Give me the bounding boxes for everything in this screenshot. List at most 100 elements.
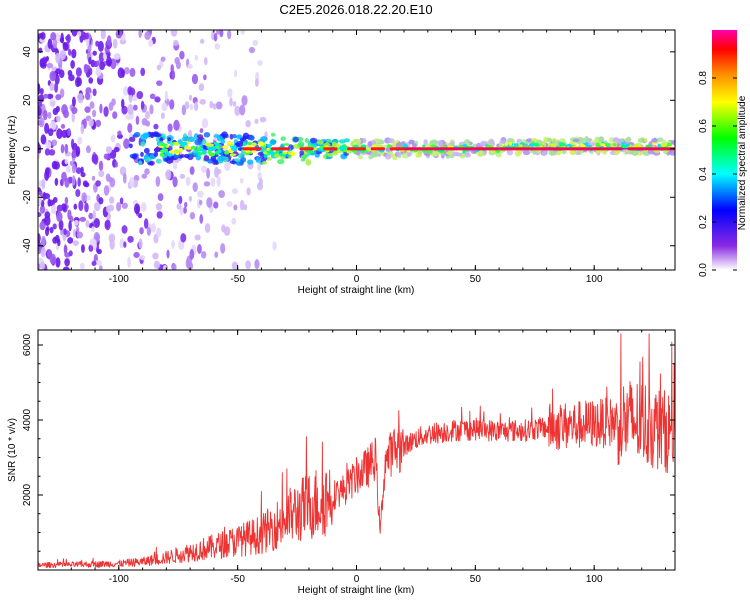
spectrum-blob	[257, 162, 262, 172]
spectrum-blob	[277, 159, 285, 165]
spectrum-blob	[55, 105, 60, 113]
spectrum-blob	[184, 101, 190, 110]
spectrum-blob	[215, 30, 220, 35]
spectrum-blob	[43, 192, 51, 200]
spectrum-blob	[210, 155, 217, 162]
spectrum-blob	[140, 67, 146, 77]
spectrum-blob	[243, 204, 248, 211]
spectrum-blob	[127, 235, 134, 243]
colorbar-ticks: 0.0 0.2 0.4 0.6 0.8	[698, 71, 737, 277]
spectrum-blob	[49, 121, 57, 131]
spectrum-blob	[59, 49, 66, 61]
spectrum-blob	[197, 151, 202, 156]
spectrum-blob	[240, 30, 245, 36]
spectrum-blob	[229, 97, 233, 107]
spectrum-blob	[188, 94, 193, 101]
spectrum-blob	[173, 142, 180, 146]
spectrum-blob	[57, 128, 61, 139]
spectrum-blob	[84, 106, 91, 113]
spectrum-blob	[87, 44, 92, 53]
spectrum-blob	[44, 211, 51, 219]
spectrum-blob	[158, 145, 165, 148]
spectrum-blob	[88, 212, 94, 220]
spectrum-blob	[179, 147, 184, 152]
spectrum-blob	[72, 240, 79, 246]
spectrogram-marks	[38, 30, 675, 270]
spectrum-blob	[426, 149, 433, 154]
spectrum-blob	[61, 129, 68, 139]
spectrum-blob	[322, 154, 327, 159]
spectrum-blob	[91, 226, 95, 233]
spectrum-blob	[167, 137, 171, 142]
y-tick-label: 2000	[22, 483, 33, 506]
spectrum-blob	[66, 33, 71, 44]
spectrum-blob	[91, 154, 98, 164]
spectrum-blob	[68, 220, 72, 232]
spectrum-blob	[366, 148, 372, 152]
spectrum-blob	[332, 141, 338, 147]
spectrum-blob	[339, 147, 345, 152]
spectrum-blob	[189, 211, 196, 220]
spectrum-blob	[49, 226, 54, 234]
spectrum-blob	[128, 136, 136, 142]
spectrum-blob	[114, 161, 119, 168]
spectrum-blob	[147, 161, 154, 166]
spectrum-blob	[60, 123, 66, 129]
spectrum-blob	[226, 200, 233, 207]
spectrum-blob	[229, 153, 237, 156]
spectrum-blob	[108, 102, 114, 111]
spectrum-blob	[139, 227, 144, 235]
spectrum-blob	[88, 244, 94, 252]
spectrum-blob	[251, 142, 257, 147]
spectrum-blob	[92, 239, 97, 250]
spectrum-blob	[233, 69, 238, 78]
spectrum-blob	[246, 159, 254, 165]
spectrum-blob	[72, 149, 76, 158]
spectrum-blob	[586, 144, 593, 148]
spectrum-blob	[316, 140, 324, 145]
spectrum-blob	[99, 61, 106, 71]
spectrum-blob	[598, 136, 605, 143]
spectrum-blob	[513, 143, 519, 146]
spectrum-blob	[172, 176, 178, 188]
spectrum-blob	[71, 106, 78, 115]
spectrum-blob	[96, 248, 102, 255]
spectrum-blob	[129, 67, 136, 77]
spectrum-blob	[227, 88, 233, 98]
spectrum-blob	[270, 132, 276, 137]
spectrum-blob	[302, 154, 308, 160]
spectrum-blob	[154, 96, 161, 103]
spectrum-blob	[83, 182, 90, 188]
spectrum-blob	[67, 48, 72, 56]
spectrum-blob	[506, 149, 514, 156]
spectrum-blob	[260, 136, 268, 142]
x-tick-label: 50	[470, 274, 482, 285]
spectrum-blob	[528, 143, 535, 148]
spectrum-blob	[92, 109, 97, 118]
spectrum-blob	[224, 161, 231, 172]
spectrum-blob	[157, 193, 164, 201]
spectrum-blob	[450, 140, 455, 147]
spectrum-blob	[72, 175, 76, 186]
spectrum-blob	[336, 143, 341, 148]
spectrum-blob	[64, 196, 69, 205]
spectrum-blob	[208, 147, 215, 151]
spectrum-blob	[196, 146, 202, 150]
spectrum-blob	[165, 169, 172, 181]
spectrum-blob	[49, 98, 56, 107]
spectrum-blob	[548, 143, 555, 146]
spectrum-blob	[69, 160, 74, 166]
spectrum-blob	[198, 199, 203, 206]
y-tick-label: 20	[22, 94, 33, 106]
colorbar-tick-label: 0.0	[698, 263, 709, 277]
spectrum-blob	[129, 177, 135, 187]
spectrum-blob	[216, 175, 221, 187]
spectrum-blob	[367, 141, 373, 147]
spectrum-blob	[198, 83, 205, 91]
spectrum-blob	[161, 102, 168, 112]
spectrum-blob	[365, 150, 373, 156]
spectrum-blob	[140, 134, 148, 141]
spectrum-blob	[140, 141, 146, 147]
spectrum-blob	[153, 151, 159, 157]
spectrum-blob	[184, 201, 188, 208]
